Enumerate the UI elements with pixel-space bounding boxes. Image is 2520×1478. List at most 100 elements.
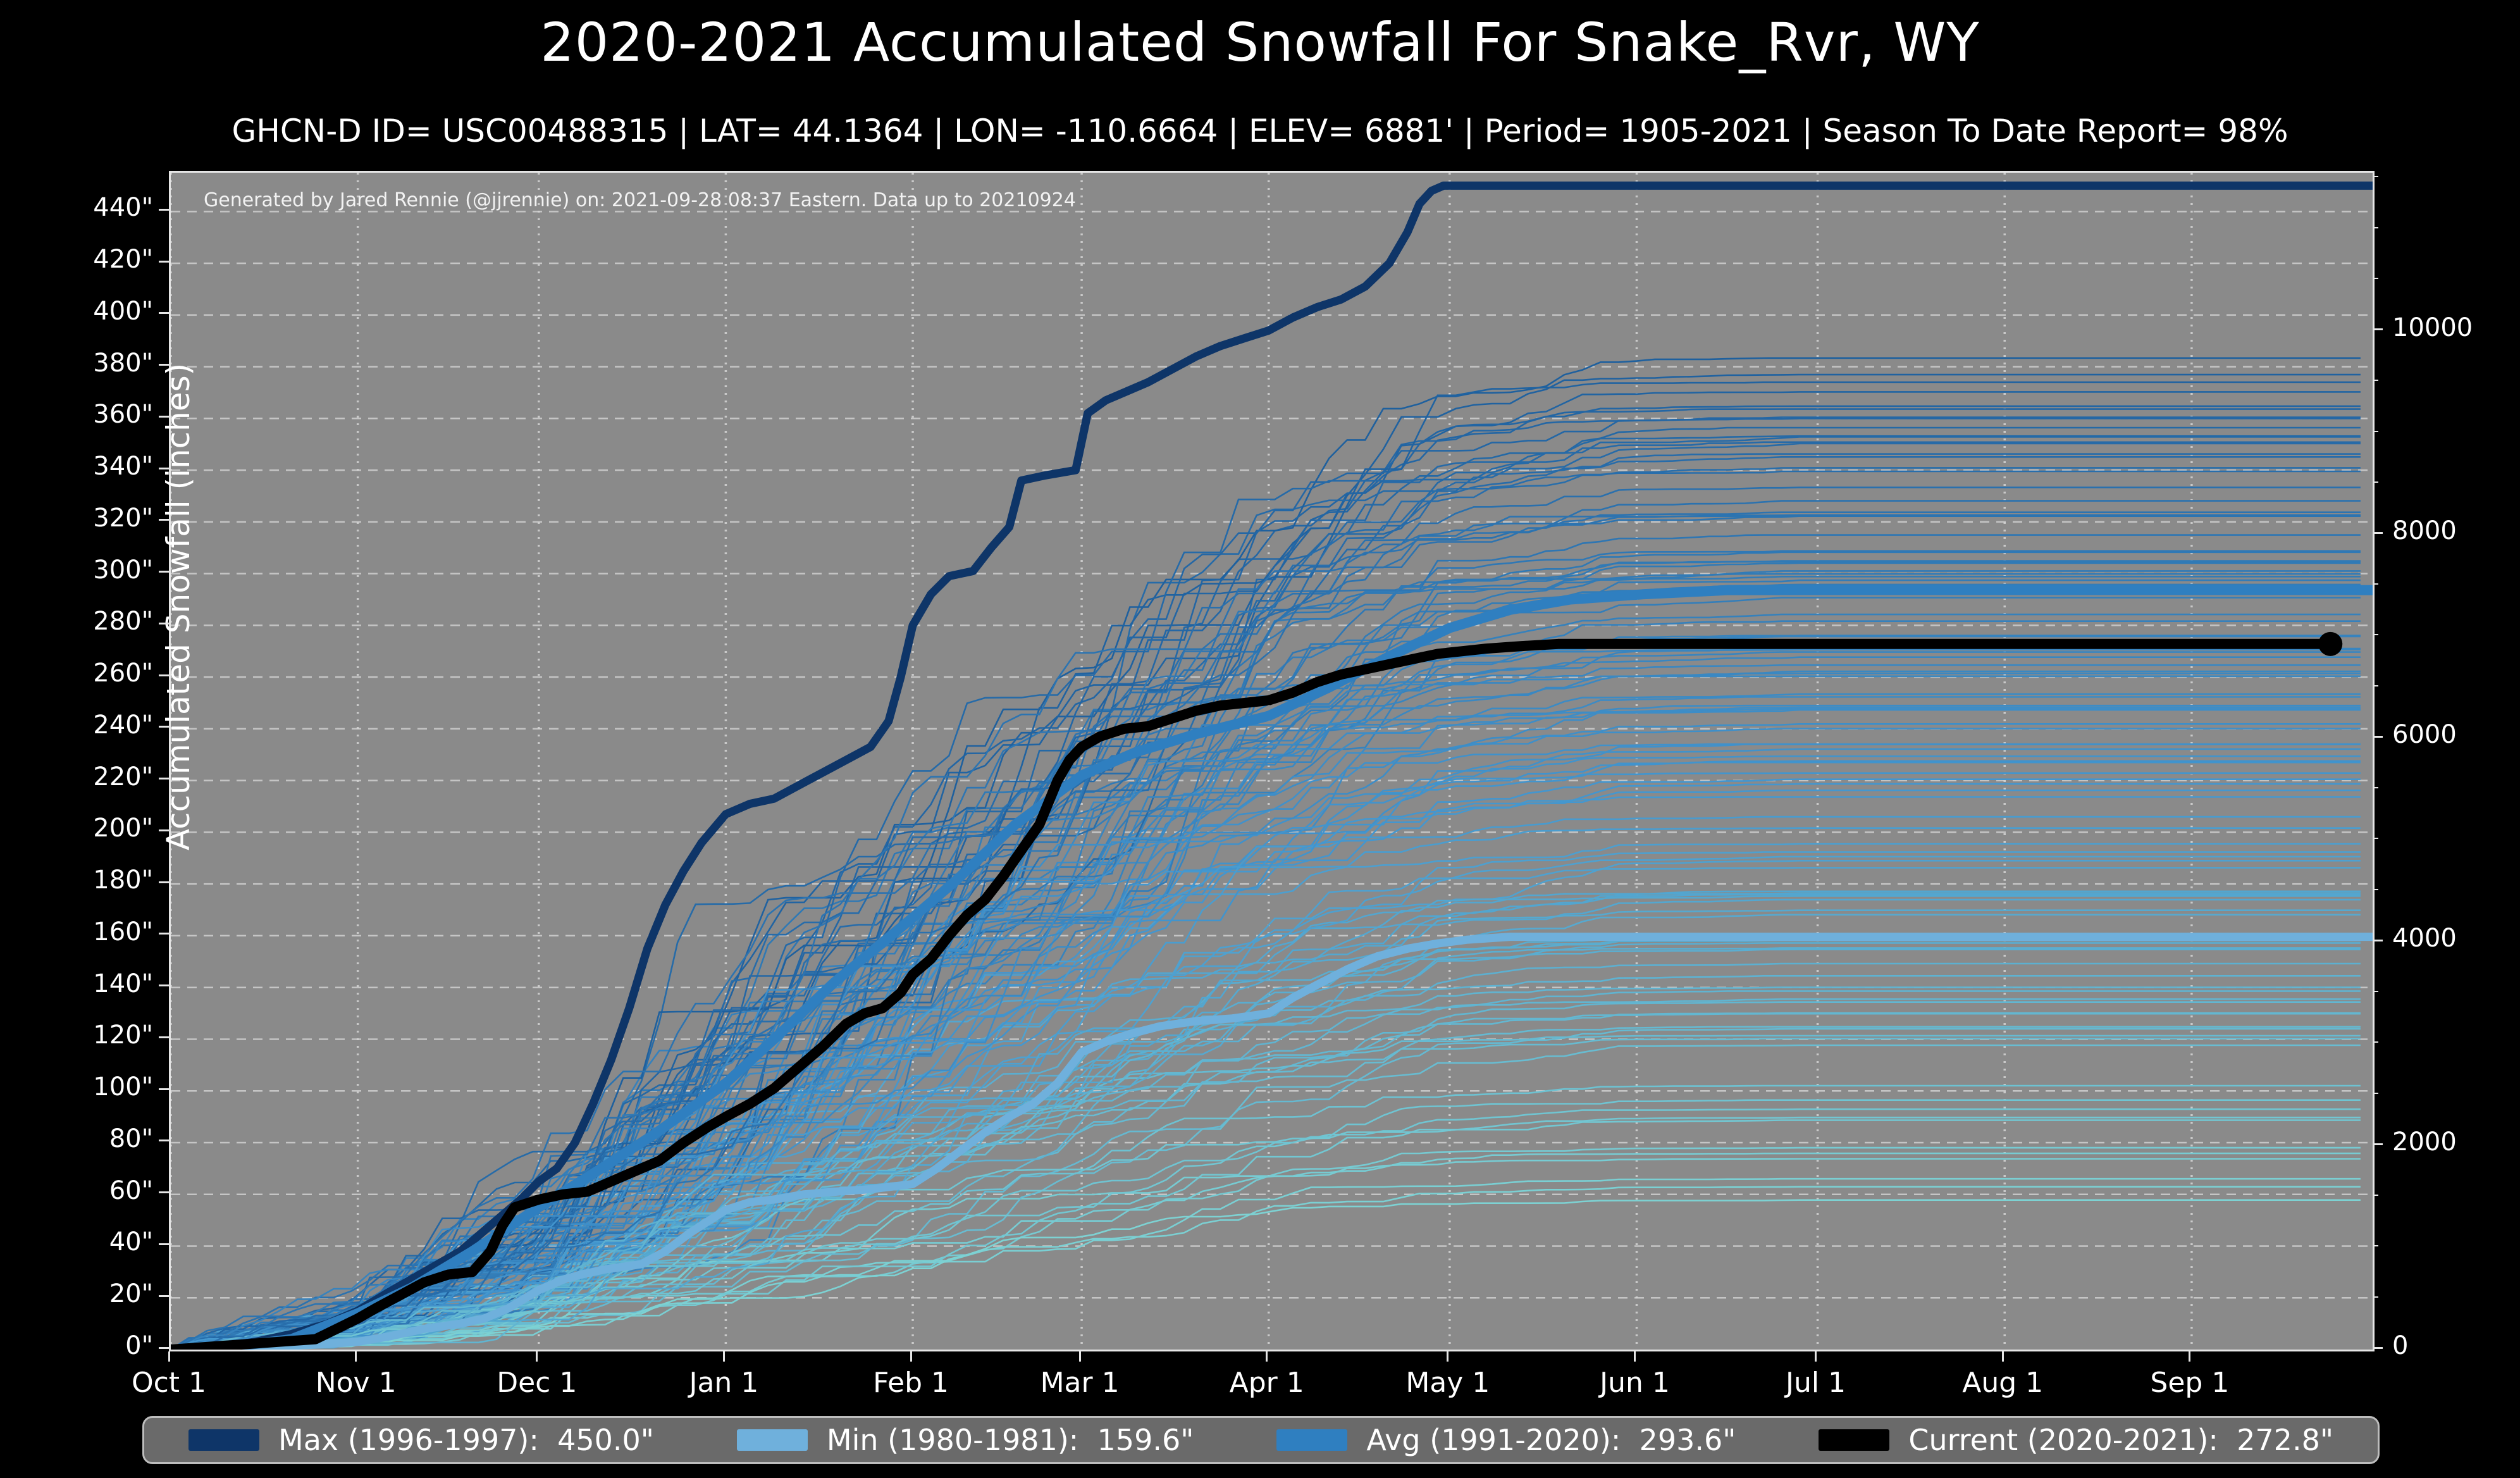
y-left-tickmark <box>159 415 169 418</box>
y-right-minor-tickmark <box>2373 838 2378 840</box>
y-left-tickmark <box>159 778 169 780</box>
y-left-tick-label: 440" <box>93 193 153 223</box>
historical-season-line <box>171 453 2361 1350</box>
y-right-tick-label: 10000 <box>2392 313 2473 342</box>
x-tick-label: Apr 1 <box>1229 1367 1304 1399</box>
y-left-tick-label: 180" <box>93 866 153 895</box>
legend-swatch-min <box>736 1429 808 1451</box>
series-min <box>171 933 2373 1350</box>
y-left-tickmark <box>159 571 169 573</box>
y-right-minor-tickmark <box>2373 1245 2378 1247</box>
x-tick-label: May 1 <box>1405 1367 1490 1399</box>
y-axis-label-left: Accumulated Snowfall (inches) <box>160 363 197 851</box>
historical-season-line <box>171 1186 2361 1350</box>
historical-season-line <box>171 942 2361 1350</box>
y-left-tick-label: 300" <box>93 555 153 585</box>
y-right-minor-tickmark <box>2373 1194 2378 1196</box>
y-right-tick-label: 8000 <box>2392 516 2457 546</box>
y-left-tick-label: 60" <box>109 1176 153 1205</box>
x-tick-label: Sep 1 <box>2150 1367 2230 1399</box>
y-left-tick-label: 200" <box>93 814 153 843</box>
legend: Max (1996-1997): 450.0" Min (1980-1981): … <box>142 1416 2380 1464</box>
y-left-tick-label: 20" <box>109 1279 153 1309</box>
x-tickmark <box>168 1351 170 1362</box>
x-tickmark <box>2189 1351 2191 1362</box>
historical-season-line <box>171 357 2361 1350</box>
historical-season-line <box>171 511 2361 1350</box>
ensemble-lines <box>171 357 2361 1350</box>
y-right-tickmark <box>2373 1143 2383 1145</box>
y-left-tick-label: 260" <box>93 659 153 688</box>
y-left-tick-label: 340" <box>93 452 153 481</box>
chart-canvas <box>171 173 2373 1350</box>
y-right-minor-tickmark <box>2373 1092 2378 1094</box>
legend-label-current: Current (2020-2021): 272.8" <box>1908 1423 2333 1457</box>
y-left-tick-label: 160" <box>93 917 153 947</box>
y-left-tick-label: 360" <box>93 400 153 430</box>
page-title: 2020-2021 Accumulated Snowfall For Snake… <box>540 11 1980 73</box>
y-left-tickmark <box>159 208 169 211</box>
x-tickmark <box>1266 1351 1268 1362</box>
historical-season-line <box>171 723 2361 1350</box>
y-left-tickmark <box>159 984 169 987</box>
y-right-minor-tickmark <box>2373 1041 2378 1043</box>
y-right-minor-tickmark <box>2373 685 2378 686</box>
x-tick-label: Oct 1 <box>131 1367 207 1399</box>
y-left-tick-label: 320" <box>93 503 153 533</box>
historical-season-line <box>171 761 2361 1350</box>
historical-season-line <box>171 426 2361 1350</box>
y-right-minor-tickmark <box>2373 583 2378 585</box>
series-current-end-dot <box>2318 631 2343 656</box>
x-tickmark <box>1633 1351 1636 1362</box>
historical-season-line <box>171 743 2361 1350</box>
x-tick-label: Feb 1 <box>873 1367 949 1399</box>
legend-item-max: Max (1996-1997): 450.0" <box>188 1423 654 1457</box>
historical-season-line <box>171 470 2361 1350</box>
y-right-minor-tickmark <box>2373 990 2378 992</box>
x-tick-label: Jul 1 <box>1786 1367 1846 1399</box>
x-tick-label: Nov 1 <box>315 1367 397 1399</box>
y-right-minor-tickmark <box>2373 888 2378 890</box>
historical-season-line <box>171 391 2361 1350</box>
y-left-tickmark <box>159 829 169 831</box>
y-left-tickmark <box>159 726 169 728</box>
x-tickmark <box>1815 1351 1817 1362</box>
legend-label-min: Min (1980-1981): 159.6" <box>826 1423 1194 1457</box>
y-right-minor-tickmark <box>2373 786 2378 788</box>
station-metadata-subtitle: GHCN-D ID= USC00488315 | LAT= 44.1364 | … <box>232 113 2288 149</box>
y-right-minor-tickmark <box>2373 634 2378 636</box>
y-left-tick-label: 40" <box>109 1227 153 1257</box>
historical-season-line <box>171 635 2361 1350</box>
historical-season-line <box>171 1044 2361 1350</box>
legend-swatch-max <box>188 1429 259 1451</box>
x-tickmark <box>2001 1351 2004 1362</box>
historical-season-line <box>171 1199 2361 1350</box>
y-left-tickmark <box>159 1191 169 1194</box>
x-tickmark <box>355 1351 357 1362</box>
x-tickmark <box>722 1351 725 1362</box>
y-right-tickmark <box>2373 735 2383 738</box>
historical-season-line <box>171 748 2361 1350</box>
x-tick-label: Jan 1 <box>689 1367 759 1399</box>
x-tick-label: Dec 1 <box>497 1367 578 1399</box>
historical-season-line <box>171 416 2361 1350</box>
legend-swatch-avg <box>1276 1429 1348 1451</box>
y-left-tickmark <box>159 674 169 676</box>
x-tickmark <box>1447 1351 1449 1362</box>
y-left-tick-label: 380" <box>93 348 153 378</box>
y-left-tick-label: 140" <box>93 969 153 998</box>
x-tickmark <box>910 1351 912 1362</box>
historical-season-line <box>171 728 2361 1350</box>
y-left-tick-label: 220" <box>93 762 153 792</box>
y-left-tick-label: 420" <box>93 245 153 275</box>
y-left-tick-label: 120" <box>93 1021 153 1050</box>
historical-season-line <box>171 1001 2361 1350</box>
historical-season-line <box>171 1146 2361 1350</box>
y-right-tickmark <box>2373 939 2383 941</box>
historical-season-line <box>171 693 2361 1350</box>
y-right-minor-tickmark <box>2373 176 2378 178</box>
y-left-tickmark <box>159 933 169 935</box>
historical-season-line <box>171 579 2361 1350</box>
legend-item-avg: Avg (1991-2020): 293.6" <box>1276 1423 1736 1457</box>
y-left-tickmark <box>159 1088 169 1090</box>
